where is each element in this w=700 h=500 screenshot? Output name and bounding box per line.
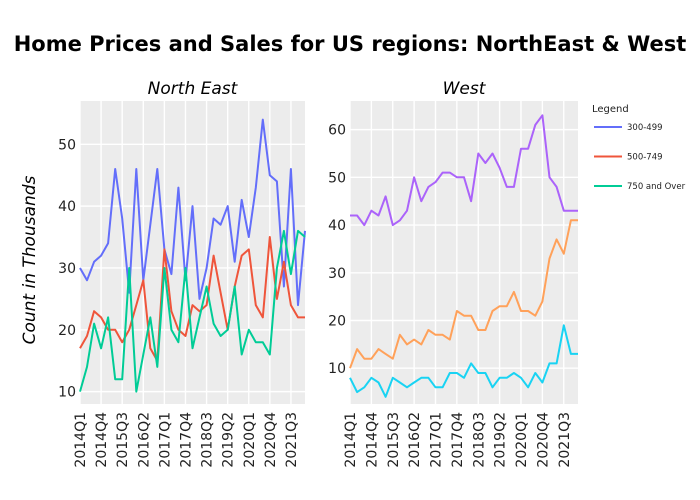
y-tick-label: 60 xyxy=(328,123,346,139)
series-line-750-and-over xyxy=(79,229,306,393)
series-line-750-and-over xyxy=(349,324,578,398)
panel-west: 10 20 30 40 50 60 2014Q1 2014Q4 2015Q3 2016Q2 201… xyxy=(328,79,578,468)
x-tick-label: 2018Q3 xyxy=(200,412,216,468)
legend-item[interactable]: 300-499 xyxy=(594,123,663,133)
y-tick-label: 10 xyxy=(58,385,76,401)
x-tick-label: 2020Q1 xyxy=(514,412,530,468)
chart-title: Home Prices and Sales for US regions: No… xyxy=(14,32,687,56)
y-tick-label: 50 xyxy=(58,137,76,153)
x-tick-label: 2017Q4 xyxy=(450,412,466,468)
y-axis-label: Count in Thousands xyxy=(20,175,40,344)
y-tick-label: 20 xyxy=(58,323,76,339)
x-tick-label: 2021Q3 xyxy=(284,412,300,468)
series-line-500-749 xyxy=(349,219,578,369)
x-tick-label: 2018Q3 xyxy=(471,412,487,468)
legend-box xyxy=(588,98,692,200)
x-tick-label: 2016Q2 xyxy=(136,412,152,468)
x-tick-label: 2016Q2 xyxy=(407,412,423,468)
x-tick-label: 2017Q1 xyxy=(429,412,445,468)
subplot-title-north-east: North East xyxy=(148,79,239,99)
y-tick-label: 40 xyxy=(58,199,76,215)
y-tick-label: 20 xyxy=(328,313,346,329)
panel-north-east: 10 20 30 40 50 2014Q1 2014Q4 2015Q3 2016Q2 2017Q… xyxy=(58,79,306,468)
x-tick-label: 2014Q1 xyxy=(73,412,89,468)
x-tick-label: 2014Q4 xyxy=(364,412,380,468)
x-tick-label: 2017Q4 xyxy=(178,412,194,468)
y-tick-label: 40 xyxy=(328,218,346,234)
series-line-500-749 xyxy=(79,236,305,362)
x-tick-label: 2020Q4 xyxy=(263,412,279,468)
y-tick-label: 10 xyxy=(328,361,346,377)
plot-area-west xyxy=(350,101,578,404)
y-tick-label: 30 xyxy=(58,261,76,277)
x-tick-label: 2019Q2 xyxy=(221,412,237,468)
x-tick-label: 2020Q4 xyxy=(535,412,551,468)
x-tick-label: 2015Q3 xyxy=(386,412,402,468)
x-tick-label: 2020Q1 xyxy=(242,412,258,468)
y-tick-label: 50 xyxy=(328,170,346,186)
legend-label: 750 and Over xyxy=(627,182,686,192)
legend-item[interactable]: 500-749 xyxy=(594,153,663,163)
series-line-300-499 xyxy=(350,114,578,227)
legend[interactable]: Legend 300-499 500-749 750 and Over xyxy=(588,98,692,200)
x-tick-label: 2017Q1 xyxy=(157,412,173,468)
legend-title: Legend xyxy=(592,104,629,115)
legend-label: 300-499 xyxy=(627,123,663,133)
legend-label: 500-749 xyxy=(627,153,663,163)
x-tick-label: 2019Q2 xyxy=(493,412,509,468)
legend-item[interactable]: 750 and Over xyxy=(594,182,686,192)
x-tick-label: 2014Q1 xyxy=(343,412,359,468)
x-tick-label: 2021Q3 xyxy=(557,412,573,468)
y-tick-label: 30 xyxy=(328,266,346,282)
x-tick-label: 2014Q4 xyxy=(94,412,110,468)
x-tick-label: 2015Q3 xyxy=(115,412,131,468)
subplot-title-west: West xyxy=(443,79,487,99)
series-line-300-499 xyxy=(79,118,306,307)
